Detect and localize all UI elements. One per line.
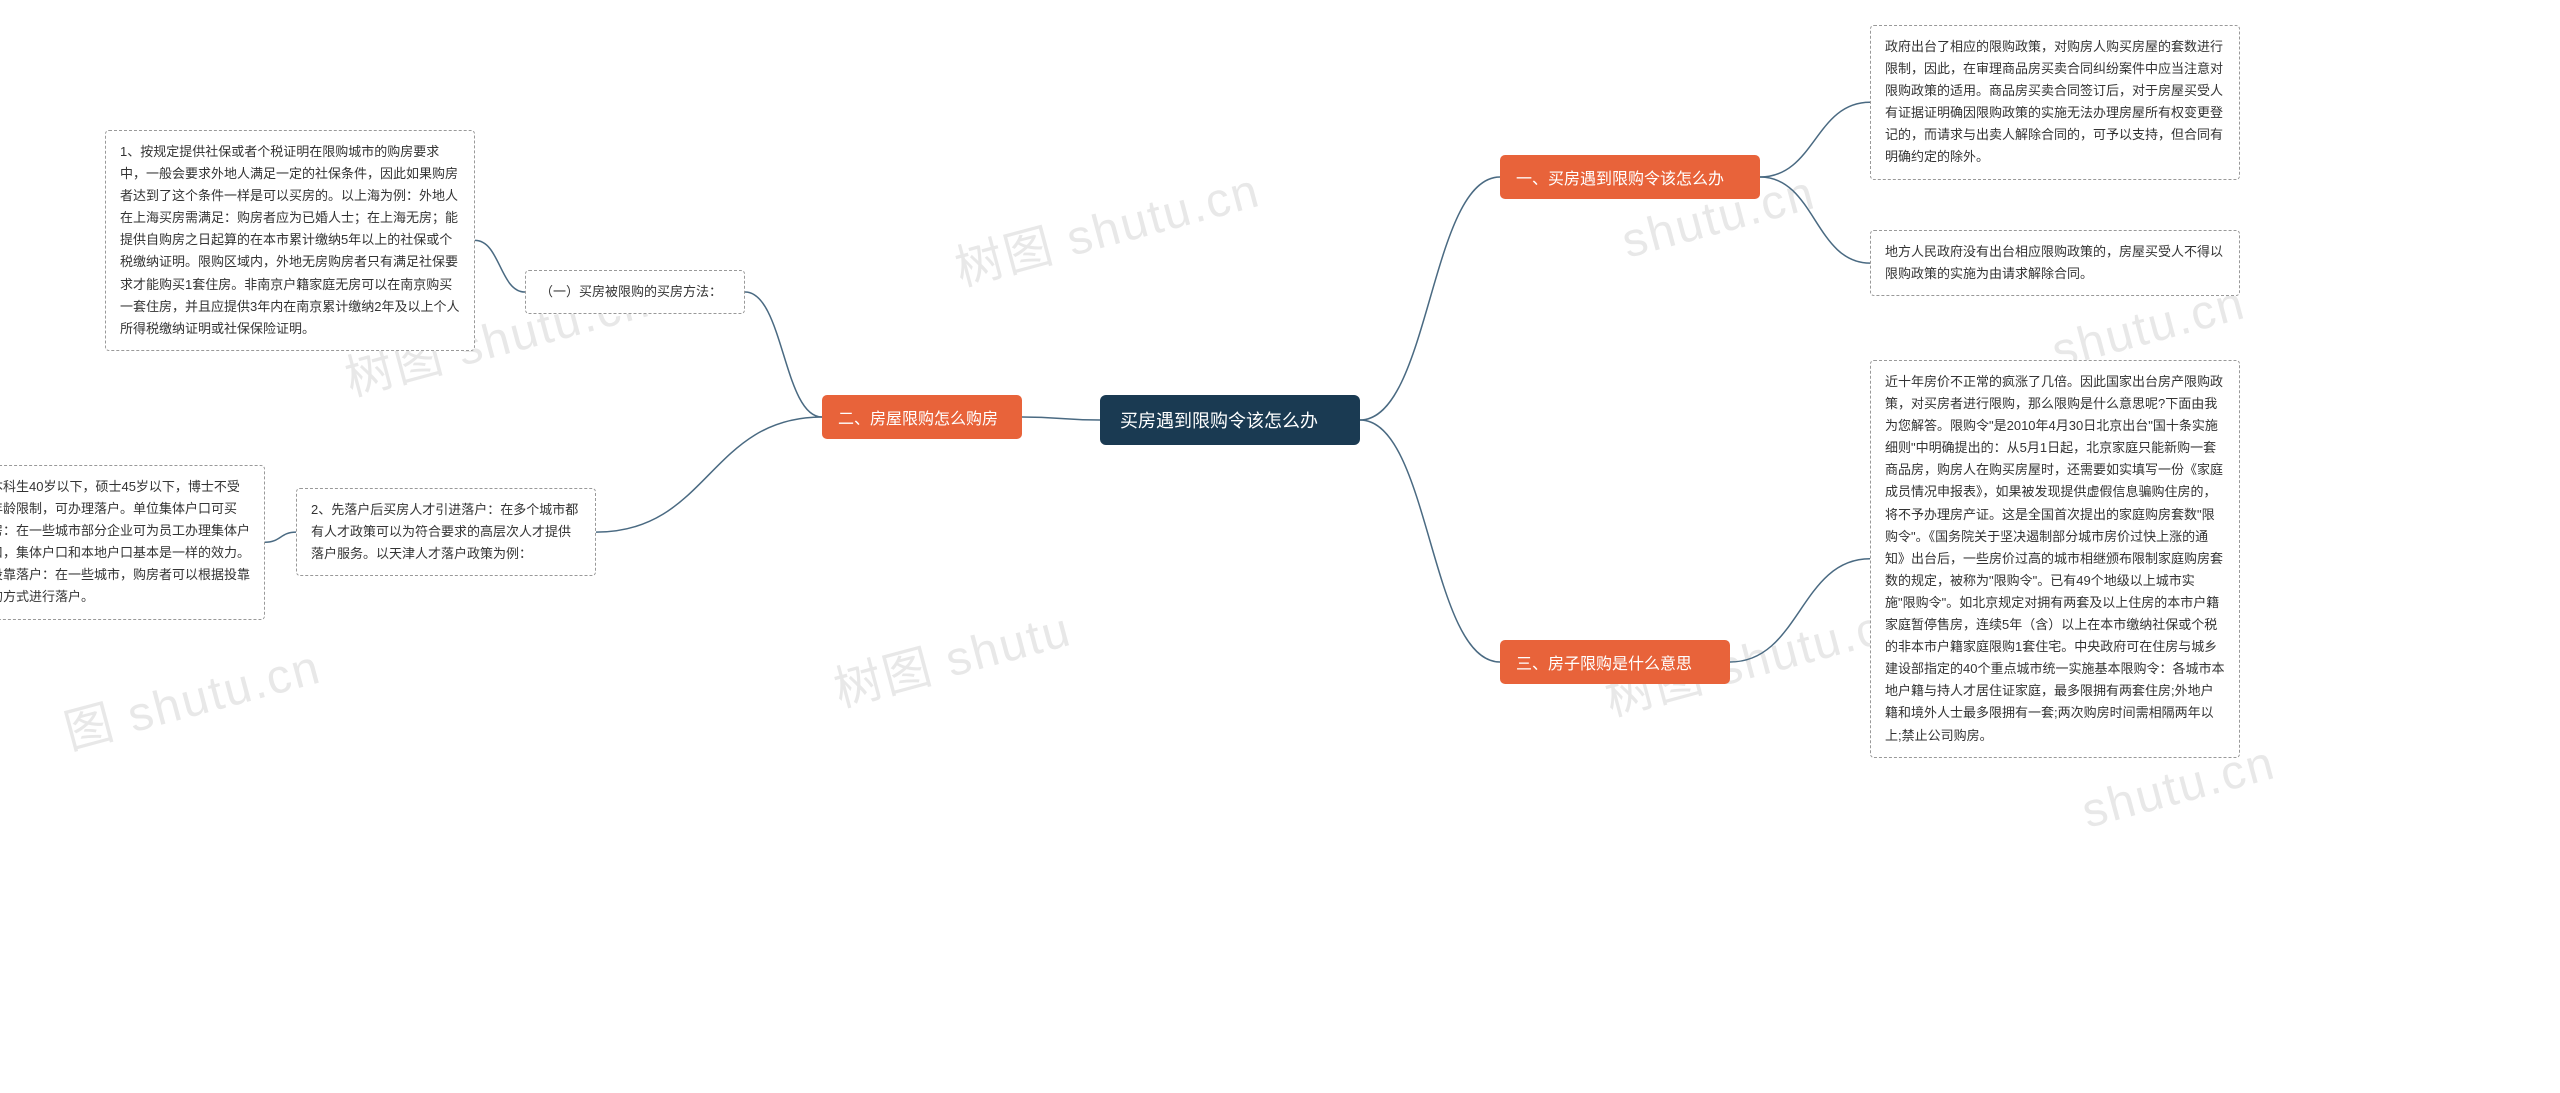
watermark-1: 树图 shutu.cn — [946, 151, 1266, 300]
section2-sub2-leaf: 本科生40岁以下，硕士45岁以下，博士不受年龄限制，可办理落户。单位集体户口可买… — [0, 465, 265, 620]
section1-leaf2: 地方人民政府没有出台相应限购政策的，房屋买受人不得以限购政策的实施为由请求解除合… — [1870, 230, 2240, 296]
watermark-6: 图 shutu.cn — [55, 627, 327, 763]
section2-sub1: （一）买房被限购的买房方法： — [525, 270, 745, 314]
section1-leaf1: 政府出台了相应的限购政策，对购房人购买房屋的套数进行限制，因此，在审理商品房买卖… — [1870, 25, 2240, 180]
section2-node: 二、房屋限购怎么购房 — [822, 395, 1022, 439]
section2-sub2: 2、先落户后买房人才引进落户：在多个城市都有人才政策可以为符合要求的高层次人才提… — [296, 488, 596, 576]
center-node: 买房遇到限购令该怎么办 — [1100, 395, 1360, 445]
section3-node: 三、房子限购是什么意思 — [1500, 640, 1730, 684]
section1-node: 一、买房遇到限购令该怎么办 — [1500, 155, 1760, 199]
watermark-5: 树图 shutu — [825, 590, 1078, 720]
section2-sub1-leaf: 1、按规定提供社保或者个税证明在限购城市的购房要求中，一般会要求外地人满足一定的… — [105, 130, 475, 351]
section3-leaf: 近十年房价不正常的疯涨了几倍。因此国家出台房产限购政策，对买房者进行限购，那么限… — [1870, 360, 2240, 758]
